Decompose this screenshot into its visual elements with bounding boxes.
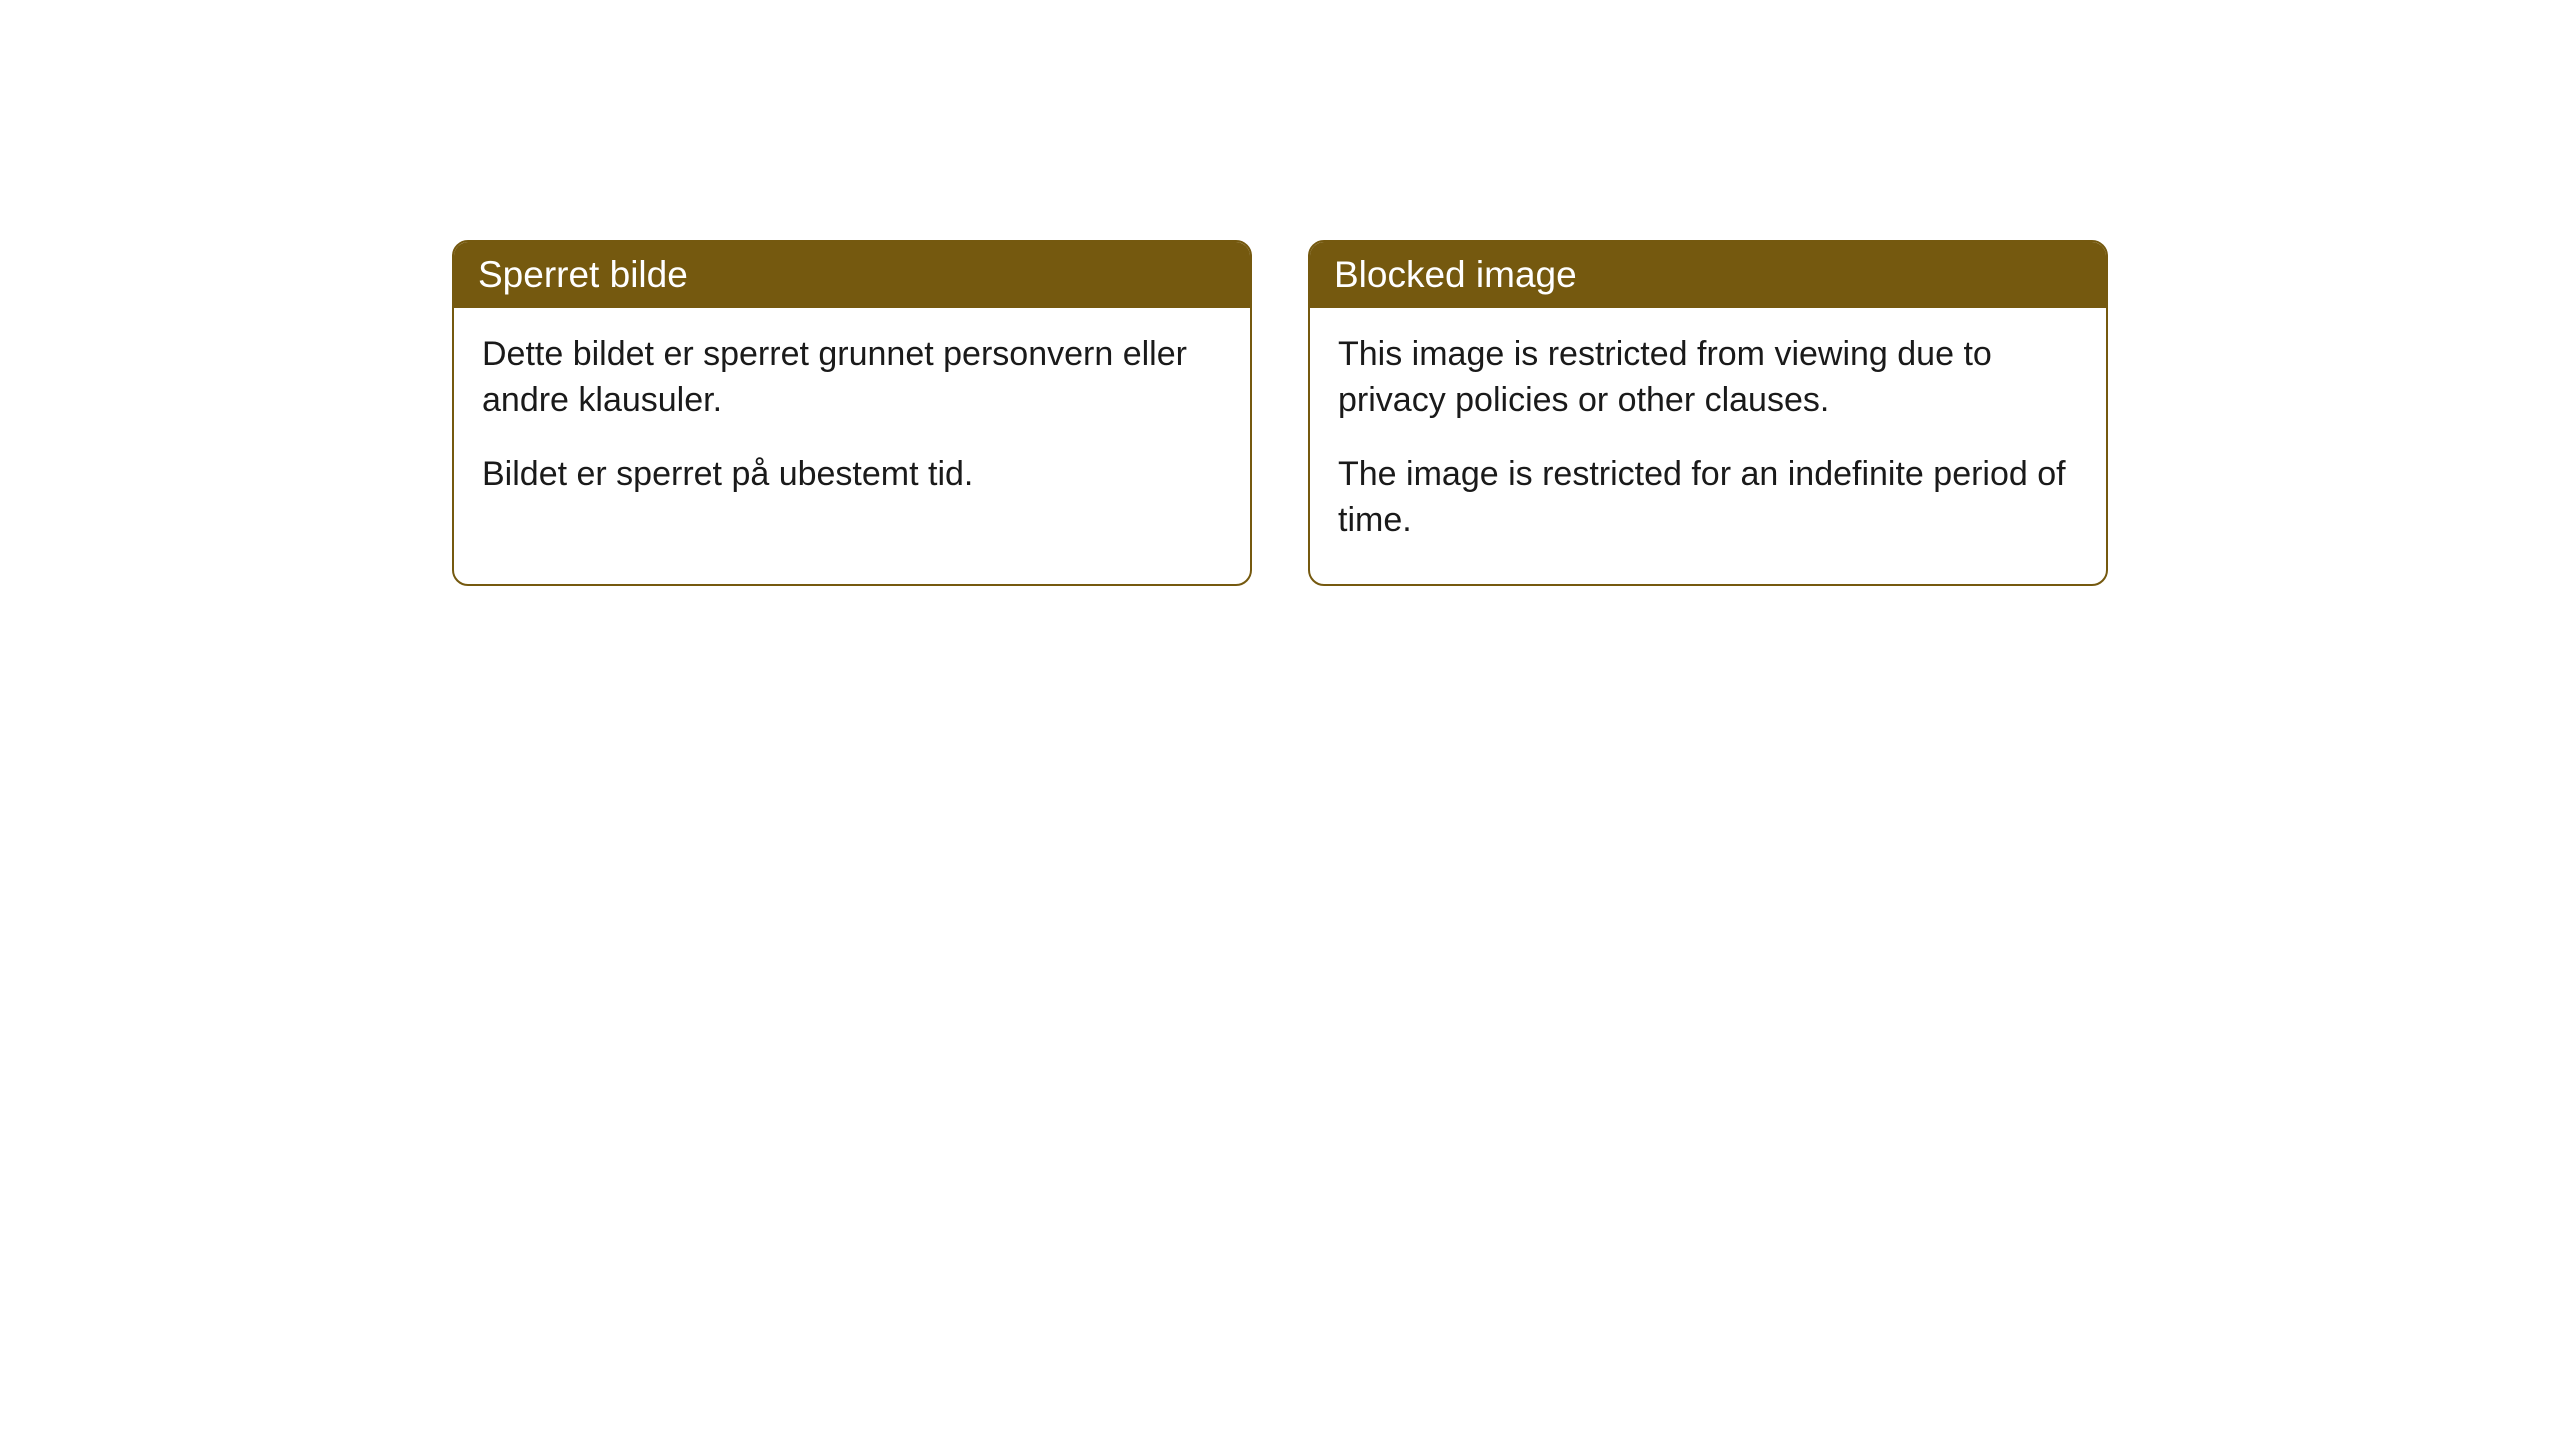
blocked-image-card-no: Sperret bilde Dette bildet er sperret gr…: [452, 240, 1252, 586]
card-para1-en: This image is restricted from viewing du…: [1338, 332, 2078, 424]
card-header-no: Sperret bilde: [454, 242, 1250, 308]
card-para2-en: The image is restricted for an indefinit…: [1338, 452, 2078, 544]
card-title-en: Blocked image: [1334, 254, 1577, 295]
card-body-no: Dette bildet er sperret grunnet personve…: [454, 308, 1250, 538]
card-header-en: Blocked image: [1310, 242, 2106, 308]
card-para2-no: Bildet er sperret på ubestemt tid.: [482, 452, 1222, 498]
blocked-image-card-en: Blocked image This image is restricted f…: [1308, 240, 2108, 586]
cards-container: Sperret bilde Dette bildet er sperret gr…: [0, 240, 2560, 586]
card-body-en: This image is restricted from viewing du…: [1310, 308, 2106, 584]
card-para1-no: Dette bildet er sperret grunnet personve…: [482, 332, 1222, 424]
card-title-no: Sperret bilde: [478, 254, 688, 295]
